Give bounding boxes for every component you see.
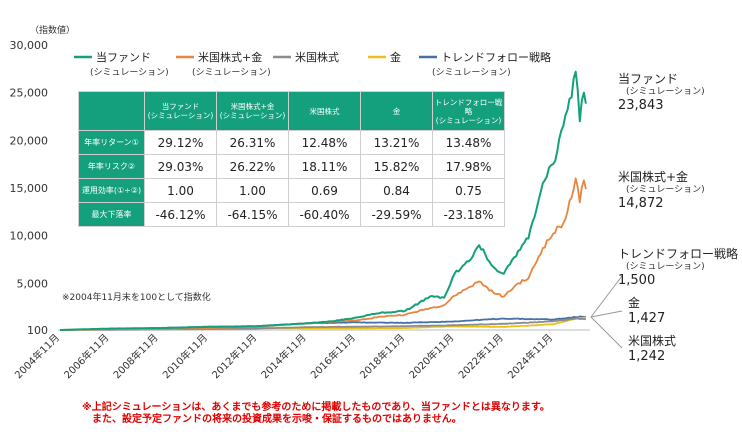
row-label: 年率リスク② xyxy=(78,154,145,179)
end-label-name: 米国株式+金 xyxy=(618,169,688,184)
callout-line xyxy=(590,310,623,318)
disclaimer: ※上記シミュレーションは、あくまでも参考のために掲載したものであり、当ファンドと… xyxy=(82,402,642,426)
legend-label: トレンドフォロー戦略 xyxy=(441,50,551,64)
base-index-note: ※2004年11月末を100として指数化 xyxy=(62,291,211,303)
table-cell: 29.03% xyxy=(144,154,217,179)
legend-label: 金 xyxy=(390,50,401,64)
table-corner-cell xyxy=(78,91,145,131)
table-cell: 29.12% xyxy=(144,130,217,155)
end-label-value: 1,427 xyxy=(628,311,665,326)
end-value-labels: 当ファンド(シミュレーション)23,843米国株式+金(シミュレーション)14,… xyxy=(618,72,738,364)
row-label: 年率リターン① xyxy=(78,130,145,155)
y-axis-unit: （指数値） xyxy=(30,24,75,36)
x-tick-label: 2018年11月 xyxy=(357,331,407,381)
legend-label: 米国株式+金 xyxy=(198,50,262,64)
legend-sublabel: (シミュレーション) xyxy=(432,68,511,78)
table-header-gold: 金 xyxy=(360,91,433,131)
table-cell: 1.00 xyxy=(216,178,289,203)
x-tick-label: 2004年11月 xyxy=(12,331,62,381)
end-label-value: 1,500 xyxy=(618,273,655,288)
end-label-value: 23,843 xyxy=(618,98,664,113)
end-callout-lines xyxy=(590,275,623,349)
legend-sublabel: (シミュレーション) xyxy=(192,68,271,78)
y-tick-label: 5,000 xyxy=(17,277,49,290)
row-label: 運用効率(①÷②) xyxy=(78,178,145,203)
y-tick-label: 25,000 xyxy=(10,87,49,100)
series-lines xyxy=(59,70,587,331)
callout-line xyxy=(590,316,623,349)
table-row: 運用効率(①÷②) 1.00 1.00 0.69 0.84 0.75 xyxy=(78,178,505,203)
table-cell: 26.31% xyxy=(216,130,289,155)
row-label: 最大下落率 xyxy=(78,202,145,227)
table-row: 年率リスク② 29.03% 26.22% 18.11% 15.82% 17.98… xyxy=(78,154,505,179)
statistics-table: 当ファンド (シミュレーション) 米国株式+金 (シミュレーション) 米国株式 金 … xyxy=(78,91,505,227)
legend-sublabel: (シミュレーション) xyxy=(90,68,169,78)
series-line xyxy=(60,70,587,331)
legend-label: 米国株式 xyxy=(295,50,339,64)
x-tick-label: 2006年11月 xyxy=(61,331,111,381)
y-axis-ticks: 30,000 25,000 20,000 15,000 10,000 5,000 100 xyxy=(10,39,49,337)
table-header-fund: 当ファンド (シミュレーション) xyxy=(144,91,217,131)
table-header-row: 当ファンド (シミュレーション) 米国株式+金 (シミュレーション) 米国株式 金 … xyxy=(78,91,505,131)
x-axis-ticks: 2004年11月 2006年11月 2008年11月 2010年11月 2012年11月… xyxy=(12,331,555,381)
table-cell: -60.40% xyxy=(288,202,361,227)
table-cell: 18.11% xyxy=(288,154,361,179)
table-row: 年率リターン① 29.12% 26.31% 12.48% 13.21% 13.4… xyxy=(78,130,505,155)
table-cell: 26.22% xyxy=(216,154,289,179)
x-tick-label: 2020年11月 xyxy=(406,331,456,381)
y-tick-label: 15,000 xyxy=(10,182,49,195)
x-tick-label: 2022年11月 xyxy=(456,331,506,381)
disclaimer-line-1: ※上記シミュレーションは、あくまでも参考のために掲載したものであり、当ファンドと… xyxy=(82,402,550,413)
end-label-name: 米国株式 xyxy=(628,333,676,348)
legend-label: 当ファンド xyxy=(96,50,151,64)
end-label-name: トレンドフォロー戦略 xyxy=(618,246,738,261)
end-label-sub: (シミュレーション) xyxy=(626,185,705,195)
end-label-name: 金 xyxy=(628,295,640,310)
table-cell: 17.98% xyxy=(432,154,505,179)
x-tick-label: 2012年11月 xyxy=(209,331,259,381)
x-tick-label: 2016年11月 xyxy=(308,331,358,381)
table-cell: 0.69 xyxy=(288,178,361,203)
table-cell: 1.00 xyxy=(144,178,217,203)
table-cell: -29.59% xyxy=(360,202,433,227)
end-label-value: 1,242 xyxy=(628,349,665,364)
y-tick-label: 20,000 xyxy=(10,134,49,147)
x-tick-label: 2024年11月 xyxy=(505,331,555,381)
table-cell: 13.21% xyxy=(360,130,433,155)
table-header-us-stock-gold: 米国株式+金 (シミュレーション) xyxy=(216,91,289,131)
table-cell: -23.18% xyxy=(432,202,505,227)
legend: 当ファンド (シミュレーション) 米国株式+金 (シミュレーション) 米国株式 金 トレンド… xyxy=(74,50,551,78)
x-tick-label: 2008年11月 xyxy=(110,331,160,381)
end-label-sub: (シミュレーション) xyxy=(626,262,705,272)
callout-line xyxy=(590,275,623,318)
table-cell: 0.75 xyxy=(432,178,505,203)
table-row: 最大下落率 -46.12% -64.15% -60.40% -29.59% -2… xyxy=(78,202,505,227)
end-label-name: 当ファンド xyxy=(618,72,678,86)
table-cell: -46.12% xyxy=(144,202,217,227)
y-tick-label: 30,000 xyxy=(10,39,49,52)
table-cell: -64.15% xyxy=(216,202,289,227)
y-tick-label: 10,000 xyxy=(10,230,49,243)
table-cell: 0.84 xyxy=(360,178,433,203)
table-cell: 15.82% xyxy=(360,154,433,179)
table-cell: 12.48% xyxy=(288,130,361,155)
y-tick-label: 100 xyxy=(27,324,48,337)
end-label-sub: (シミュレーション) xyxy=(626,87,705,97)
end-label-value: 14,872 xyxy=(618,196,664,211)
table-cell: 13.48% xyxy=(432,130,505,155)
x-tick-label: 2010年11月 xyxy=(160,331,210,381)
table-header-us-stock: 米国株式 xyxy=(288,91,361,131)
x-tick-label: 2014年11月 xyxy=(258,331,308,381)
disclaimer-line-2: また、設定予定ファンドの将来の投資成果を示唆・保証するものではありません。 xyxy=(92,414,462,425)
table-header-trend-follow: トレンドフォロー戦略 (シミュレーション) xyxy=(432,91,505,131)
